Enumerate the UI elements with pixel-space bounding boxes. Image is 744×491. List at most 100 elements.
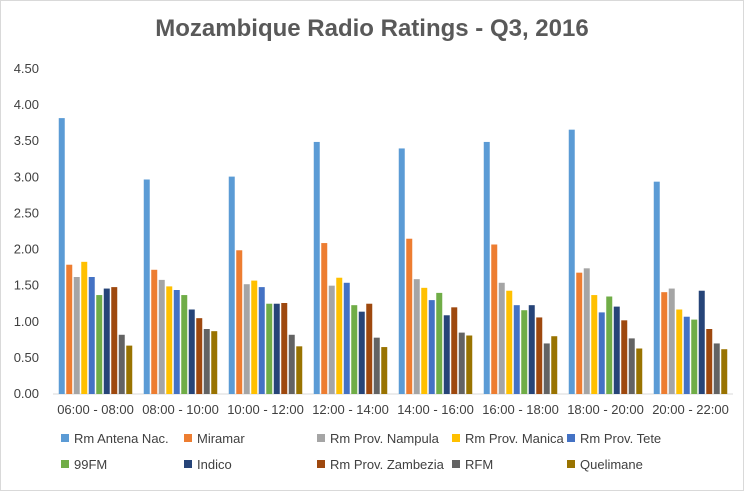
bar [543, 343, 550, 394]
x-category-label: 12:00 - 14:00 [312, 402, 389, 417]
bar [281, 303, 288, 394]
bar [151, 269, 158, 394]
legend-label: Indico [197, 457, 232, 472]
bar [683, 316, 690, 394]
bar [321, 243, 328, 394]
y-tick-label: 0.50 [14, 350, 39, 365]
bar [251, 280, 258, 394]
bar [443, 315, 450, 394]
bar [336, 277, 343, 394]
bar [103, 288, 110, 394]
bar [513, 305, 520, 394]
legend-label: Quelimane [580, 457, 643, 472]
bar [236, 250, 243, 394]
bar [691, 319, 698, 394]
legend-swatch [317, 460, 325, 468]
legend-label: Miramar [197, 431, 245, 446]
bar [88, 277, 95, 394]
bar [576, 272, 583, 394]
bar [73, 277, 80, 394]
legend-swatch [452, 434, 460, 442]
bar [636, 348, 643, 394]
x-category-label: 14:00 - 16:00 [397, 402, 474, 417]
bar [373, 337, 380, 394]
bar [296, 346, 303, 394]
legend-label: Rm Antena Nac. [74, 431, 169, 446]
bar [551, 336, 558, 394]
legend-swatch [317, 434, 325, 442]
legend-swatch [567, 434, 575, 442]
legend-label: Rm Prov. Nampula [330, 431, 440, 446]
legend-swatch [184, 434, 192, 442]
bar [421, 287, 428, 394]
bar [258, 287, 265, 394]
bar [81, 261, 88, 394]
bar [591, 295, 598, 394]
bar [266, 303, 273, 394]
bar [343, 282, 350, 394]
bar [483, 141, 490, 394]
legend-label: RFM [465, 457, 493, 472]
x-category-label: 18:00 - 20:00 [567, 402, 644, 417]
legend-label: Rm Prov. Zambezia [330, 457, 445, 472]
bar [428, 300, 435, 394]
bar [358, 311, 365, 394]
bar [668, 288, 675, 394]
bar [203, 329, 210, 394]
bar [406, 238, 413, 394]
bar [366, 303, 373, 394]
bar [676, 309, 683, 394]
y-tick-label: 1.50 [14, 278, 39, 293]
bar [491, 244, 498, 394]
bar [111, 287, 118, 394]
legend-label: 99FM [74, 457, 107, 472]
bar [273, 303, 280, 394]
bar [506, 290, 513, 394]
bar [721, 349, 728, 394]
bar [211, 331, 218, 394]
bar [436, 292, 443, 394]
bar [713, 343, 720, 394]
bar [58, 118, 65, 395]
y-tick-label: 4.50 [14, 61, 39, 76]
bar [583, 268, 590, 394]
bar [196, 318, 203, 394]
bar [143, 179, 150, 394]
bar [288, 334, 295, 394]
chart-title: Mozambique Radio Ratings - Q3, 2016 [155, 15, 589, 42]
bar [568, 129, 575, 395]
x-category-label: 06:00 - 08:00 [57, 402, 134, 417]
legend-label: Rm Prov. Manica [465, 431, 564, 446]
bar [613, 306, 620, 394]
y-tick-label: 2.00 [14, 242, 39, 257]
bar [166, 286, 173, 394]
y-tick-label: 2.50 [14, 205, 39, 220]
bar [528, 305, 535, 394]
bar [173, 290, 180, 394]
y-tick-label: 1.00 [14, 314, 39, 329]
bar [521, 310, 528, 394]
bar [351, 305, 358, 394]
bar [498, 282, 505, 394]
bar [228, 176, 235, 394]
y-tick-label: 3.50 [14, 133, 39, 148]
bar [158, 279, 165, 394]
bar [536, 317, 543, 394]
legend-swatch [452, 460, 460, 468]
x-category-label: 16:00 - 18:00 [482, 402, 559, 417]
legend-swatch [61, 434, 69, 442]
bar [381, 347, 388, 394]
bar [606, 296, 613, 394]
y-tick-label: 4.00 [14, 97, 39, 112]
bar [598, 312, 605, 394]
bar [706, 329, 713, 394]
y-tick-label: 3.00 [14, 169, 39, 184]
bar [698, 290, 705, 394]
bar [628, 338, 635, 394]
bar [413, 279, 420, 394]
bar [118, 334, 125, 394]
bar [126, 345, 133, 394]
bar [181, 295, 188, 394]
